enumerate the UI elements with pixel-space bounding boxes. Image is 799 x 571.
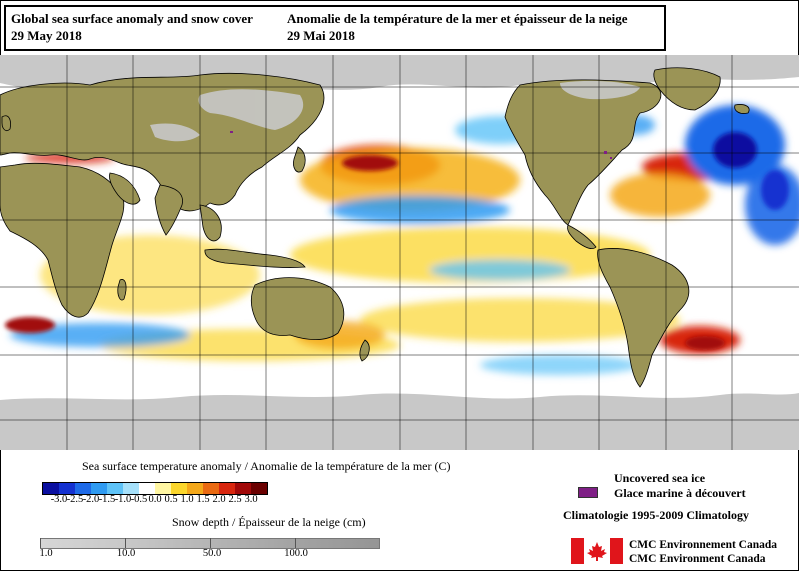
date-french: 29 Mai 2018 (287, 28, 355, 43)
sst-scale-cell (203, 483, 219, 494)
sst-tick-label: -2.5 (66, 494, 84, 505)
sst-scale-cell (235, 483, 251, 494)
credit-english: CMC Environment Canada (629, 553, 766, 565)
sst-scale-cell (171, 483, 187, 494)
cool-anomaly-southern-pacific (480, 355, 640, 375)
snow-tick-label: 10.0 (116, 548, 136, 559)
warm-anomaly-west-atlantic (610, 173, 710, 217)
cool-anomaly-southern-indian (10, 323, 190, 347)
snow-tick-label: 50.0 (202, 548, 222, 559)
snow-tick-label: 100.0 (284, 548, 308, 559)
title-french: Anomalie de la température de la mer et … (287, 11, 628, 26)
sst-color-scale (42, 482, 268, 495)
sst-scale-cell (139, 483, 155, 494)
snow-tick-mark (40, 538, 41, 548)
sst-tick-labels: -3.0 -2.5 -2.0 -1.5 -1.0 -0.5 0.0 0.5 1.0 1.5 2.0 2… (42, 494, 372, 508)
title-english: Global sea surface anomaly and snow cove… (11, 11, 253, 26)
world-map (0, 55, 799, 450)
snow-legend-title: Snow depth / Épaisseur de la neige (cm) (172, 515, 366, 529)
sst-scale-cell (75, 483, 91, 494)
snow-tick-labels: 1.0 10.0 50.0 100.0 (39, 548, 380, 562)
arabia (109, 172, 141, 205)
uncovered-sea-ice-marks (230, 131, 612, 159)
snow-tick-mark (295, 538, 296, 548)
snow-tick-mark (125, 538, 126, 548)
sst-tick-label: -1.5 (98, 494, 116, 505)
uk (1, 115, 11, 131)
warm-anomaly-core-brazil-malvinas (685, 336, 725, 350)
sst-tick-label: -1.0 (114, 494, 132, 505)
sst-scale-cell (251, 483, 267, 494)
sst-scale-cell (43, 483, 59, 494)
warm-anomaly-south-pacific (360, 298, 680, 342)
sst-scale-cell (107, 483, 123, 494)
africa (0, 162, 125, 318)
central-america (567, 224, 597, 249)
snow-tick-mark (210, 538, 211, 548)
sst-scale-cell (155, 483, 171, 494)
cool-anomaly-tropical-pacific (430, 260, 570, 280)
sst-anomaly-cores (5, 132, 789, 350)
sst-tick-label: 0.5 (164, 494, 178, 505)
north-america (504, 79, 662, 226)
credit-french: CMC Environnement Canada (629, 539, 778, 551)
ice-legend-french: Glace marine à découvert (614, 486, 746, 500)
sst-scale-cell (219, 483, 235, 494)
sst-tick-label: 2.5 (228, 494, 242, 505)
warm-anomaly-core-kuroshio (342, 155, 398, 171)
sst-tick-label: 1.5 (196, 494, 210, 505)
sea-ice-swatch (578, 487, 598, 498)
canada-flag-icon (571, 538, 623, 564)
graticule (0, 55, 799, 450)
sst-scale-cell (187, 483, 203, 494)
australia (250, 277, 345, 341)
southeast-asia (199, 204, 222, 242)
ice-legend-english: Uncovered sea ice (614, 471, 706, 485)
title-box: Global sea surface anomaly and snow cove… (4, 5, 666, 51)
iceland (734, 104, 750, 114)
cool-anomaly-core-north-atlantic (713, 132, 757, 168)
sst-tick-label: -2.0 (82, 494, 100, 505)
date-english: 29 May 2018 (11, 28, 82, 43)
sst-tick-label: -3.0 (50, 494, 68, 505)
madagascar (117, 279, 127, 301)
sst-tick-label: 3.0 (244, 494, 258, 505)
cool-anomaly-central-pacific (330, 196, 510, 224)
sst-scale-cell (123, 483, 139, 494)
greenland (653, 67, 721, 111)
sst-legend-title: Sea surface temperature anomaly / Anomal… (82, 459, 451, 473)
sst-scale-cell (59, 483, 75, 494)
snow-tick-label: 1.0 (39, 548, 53, 559)
warm-anomaly-core-south-atlantic-east (5, 317, 55, 333)
cool-anomaly-core-east-atlantic (761, 170, 789, 210)
sst-tick-label: 0.0 (148, 494, 162, 505)
sst-tick-label: 2.0 (212, 494, 226, 505)
climatology-label: Climatologie 1995-2009 Climatology (563, 508, 749, 522)
sst-scale-cell (91, 483, 107, 494)
new-zealand (359, 339, 370, 362)
indonesia (204, 248, 306, 268)
sst-tick-label: 1.0 (180, 494, 194, 505)
sst-tick-label: -0.5 (130, 494, 148, 505)
india (154, 184, 183, 236)
land-snow-cover (150, 80, 640, 142)
